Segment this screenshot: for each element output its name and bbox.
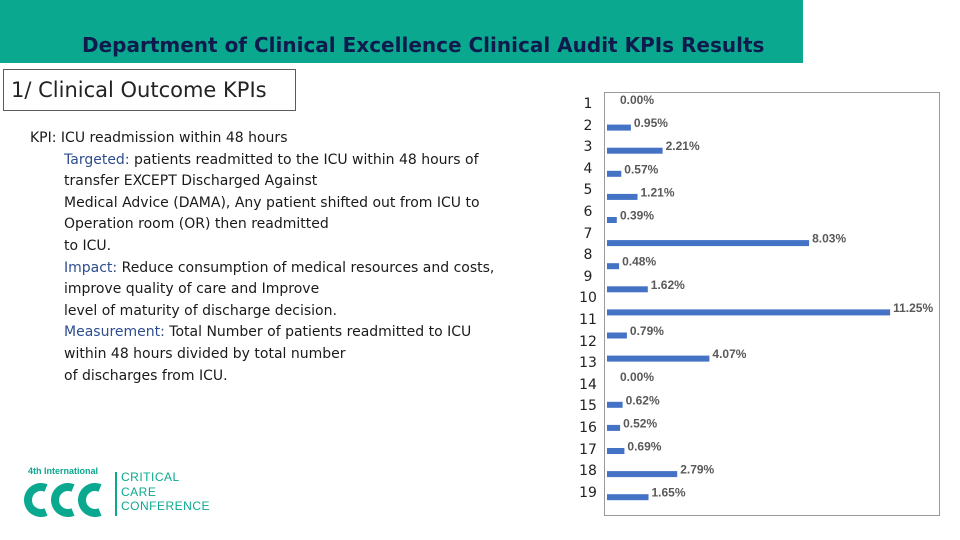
data-label: 0.52% (623, 416, 657, 430)
bar (607, 448, 625, 454)
kpi-description: KPI: ICU readmission within 48 hours Tar… (30, 128, 530, 387)
data-label: 0.62% (626, 393, 660, 407)
row-label: 6 (583, 203, 593, 220)
row-label: 4 (583, 160, 593, 177)
targeted-label: Targeted: (64, 151, 130, 168)
row-label: 14 (579, 376, 597, 393)
data-label: 0.79% (630, 324, 664, 338)
logo-edition: 4th International (28, 466, 99, 476)
conference-logo: 4th International CRITICAL CARE CONFEREN… (22, 466, 222, 522)
kpi-name: KPI: ICU readmission within 48 hours (30, 130, 288, 146)
data-label: 0.95% (634, 116, 668, 130)
logo-divider (115, 472, 117, 516)
data-label: 1.65% (652, 486, 686, 500)
row-label: 7 (583, 225, 593, 242)
bar (607, 309, 891, 316)
row-label: 15 (579, 398, 597, 415)
data-label: 0.00% (620, 93, 654, 107)
bar-chart-svg: 0.00% 0.95% 2.21% 0.57% 1.21% 0.39% 8.03% 0.48%… (607, 93, 933, 501)
row-label: 19 (579, 484, 597, 501)
bar (607, 332, 627, 339)
measurement-text-1: Total Number of patients readmitted to I… (164, 324, 472, 341)
data-label: 1.62% (651, 278, 685, 292)
logo-line-conference: CONFERENCE (121, 499, 211, 513)
page-title: Department of Clinical Excellence Clinic… (82, 33, 765, 57)
targeted-line-3: Medical Advice (DAMA), Any patient shift… (64, 194, 480, 211)
targeted-text-1: patients readmitted to the ICU within 48… (129, 151, 479, 168)
targeted-line-4: Operation room (OR) then readmitted (64, 216, 329, 233)
data-label: 1.21% (641, 185, 675, 199)
measurement-line-3: of discharges from ICU. (64, 367, 228, 384)
data-label: 2.79% (680, 463, 714, 477)
row-label: 12 (579, 333, 597, 350)
data-label: 0.69% (627, 440, 661, 454)
logo-text: CRITICAL CARE CONFERENCE (121, 470, 210, 514)
bar (607, 355, 710, 362)
bar (607, 263, 620, 270)
targeted-line-2: transfer EXCEPT Discharged Against (64, 173, 318, 190)
row-label: 9 (583, 268, 593, 285)
row-label: 11 (579, 311, 597, 328)
bar (607, 286, 648, 293)
data-label: 0.00% (620, 370, 654, 384)
impact-line-3: level of maturity of discharge decision. (64, 302, 337, 319)
data-label: 2.21% (666, 139, 700, 153)
data-label: 8.03% (812, 232, 846, 246)
ccc-logo-mark-icon (24, 483, 102, 517)
title-band (0, 0, 803, 63)
row-label: 17 (579, 441, 597, 458)
targeted-line-5: to ICU. (64, 237, 112, 254)
row-label: 18 (579, 463, 597, 480)
impact-label: Impact: (64, 259, 118, 276)
targeted-line-1: Targeted: patients readmitted to the ICU… (30, 150, 530, 172)
bar (607, 147, 663, 154)
row-label: 5 (583, 182, 593, 199)
section-title: 1/ Clinical Outcome KPIs (11, 78, 267, 102)
row-label: 10 (579, 290, 597, 307)
bar (607, 217, 617, 223)
bar (607, 424, 621, 431)
logo-line-critical: CRITICAL (121, 470, 180, 484)
bar (607, 124, 631, 131)
impact-line-2: improve quality of care and Improve (64, 281, 320, 298)
data-label: 4.07% (712, 347, 746, 361)
logo-line-care: CARE (121, 484, 157, 499)
bar (607, 193, 638, 200)
bar (607, 471, 678, 478)
bar (607, 240, 810, 247)
row-label: 16 (579, 419, 597, 436)
bar (607, 170, 622, 177)
measurement-line-2: within 48 hours divided by total number (64, 345, 346, 362)
data-label: 0.48% (622, 255, 656, 269)
data-label: 0.39% (620, 209, 654, 223)
row-label: 1 (583, 96, 593, 112)
chart-row-labels: 1 2 3 4 5 6 7 8 9 10 11 12 13 14 15 16 17 18 19 (570, 94, 606, 504)
row-label: 3 (583, 139, 593, 156)
row-label: 13 (579, 355, 597, 372)
section-box: 1/ Clinical Outcome KPIs (3, 69, 296, 111)
bar (607, 401, 623, 408)
bar (607, 494, 649, 501)
row-label: 2 (583, 117, 593, 134)
measurement-label: Measurement: (64, 324, 165, 341)
measurement-line-1: Measurement: Total Number of patients re… (30, 322, 530, 344)
impact-text-1: Reduce consumption of medical resources … (117, 259, 495, 276)
impact-line-1: Impact: Reduce consumption of medical re… (30, 258, 530, 280)
data-label: 0.57% (624, 162, 658, 176)
bar-chart: 0.00% 0.95% 2.21% 0.57% 1.21% 0.39% 8.03% 0.48%… (604, 92, 940, 516)
data-label: 11.25% (893, 301, 933, 315)
row-label: 8 (583, 247, 593, 264)
